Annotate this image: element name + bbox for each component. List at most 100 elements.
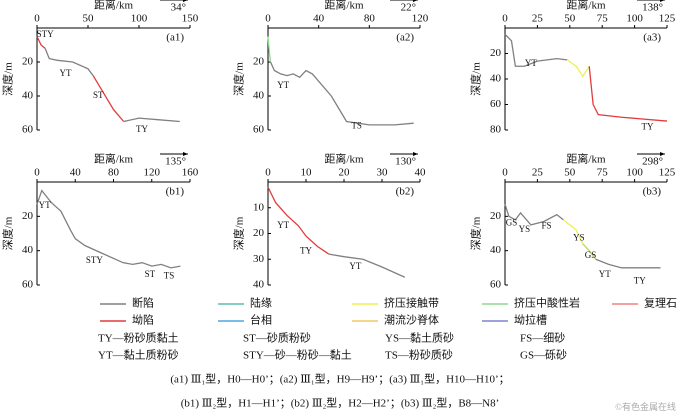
x-tick-label: 0 bbox=[265, 167, 271, 179]
x-tick-label: 75 bbox=[597, 167, 609, 179]
x-axis-label: 距离/km bbox=[566, 0, 606, 12]
y-tick-label: 20 bbox=[22, 210, 34, 222]
segment-label: YT bbox=[525, 58, 537, 68]
y-tick-label: 40 bbox=[490, 244, 502, 256]
abbreviation: STY—砂—粉砂—黏土 bbox=[243, 348, 352, 362]
x-tick-label: 50 bbox=[564, 167, 576, 179]
x-tick-label: 50 bbox=[83, 13, 95, 25]
direction: 34° bbox=[171, 2, 186, 14]
legend-label: 坳拉槽 bbox=[514, 313, 547, 327]
x-axis-label: 距离/km bbox=[324, 0, 364, 12]
y-tick-label: 30 bbox=[253, 253, 265, 265]
profile-line bbox=[36, 189, 181, 269]
legend-label: 复理石 bbox=[644, 296, 677, 310]
legend-label: 陆缘 bbox=[250, 296, 272, 310]
x-tick-label: 40 bbox=[415, 167, 427, 179]
x-tick-label: 50 bbox=[564, 13, 576, 25]
x-tick-label: 80 bbox=[108, 167, 120, 179]
direction: 130° bbox=[395, 156, 416, 168]
y-axis-label: 深度/m bbox=[469, 216, 483, 250]
y-tick-label: 40 bbox=[253, 90, 265, 102]
legend-label: 潮流沙脊体 bbox=[384, 313, 439, 327]
x-tick-label: 0 bbox=[265, 13, 271, 25]
panel-label: (b3) bbox=[643, 186, 662, 198]
profile-line bbox=[267, 36, 272, 63]
legend-label: 挤压中酸性岩 bbox=[514, 296, 580, 310]
x-tick-label: 150 bbox=[182, 13, 199, 25]
abbreviation: YS—黏土质砂 bbox=[385, 331, 454, 345]
x-tick-label: 100 bbox=[131, 13, 148, 25]
y-axis-label: 深度/m bbox=[1, 62, 15, 96]
y-axis-label: 深度/m bbox=[1, 216, 15, 250]
segment-label: STY bbox=[86, 255, 104, 265]
segment-label: TY bbox=[136, 124, 148, 134]
y-tick-label: 60 bbox=[22, 124, 34, 136]
abbreviation: GS—砾砂 bbox=[520, 349, 567, 362]
y-tick-label: 80 bbox=[490, 124, 502, 136]
x-tick-label: 120 bbox=[144, 167, 161, 179]
y-tick-label: 40 bbox=[490, 73, 502, 85]
x-tick-label: 0 bbox=[502, 167, 508, 179]
x-tick-label: 25 bbox=[532, 167, 544, 179]
segment-label: YT bbox=[277, 220, 289, 230]
y-tick-label: 60 bbox=[22, 279, 34, 291]
x-tick-label: 75 bbox=[597, 13, 609, 25]
x-tick-label: 40 bbox=[70, 167, 82, 179]
profile-line bbox=[504, 204, 564, 226]
x-tick-label: 125 bbox=[659, 13, 676, 25]
x-axis-label: 距离/km bbox=[94, 152, 134, 166]
profile-line bbox=[44, 48, 94, 76]
direction-arrowhead bbox=[660, 0, 665, 2]
x-axis-label: 距离/km bbox=[324, 152, 364, 166]
direction-arrowhead bbox=[413, 0, 418, 2]
y-tick-label: 20 bbox=[253, 227, 265, 239]
x-tick-label: 0 bbox=[502, 13, 508, 25]
profile-line bbox=[328, 253, 406, 278]
x-tick-label: 100 bbox=[626, 167, 643, 179]
x-tick-label: 125 bbox=[659, 167, 676, 179]
segment-label: YT bbox=[60, 68, 72, 78]
x-axis-label: 距离/km bbox=[566, 152, 606, 166]
profile-line bbox=[504, 33, 568, 67]
panel-label: (a2) bbox=[396, 32, 414, 44]
y-axis-label: 深度/m bbox=[469, 62, 483, 96]
y-tick-label: 20 bbox=[490, 210, 502, 222]
profile-line bbox=[267, 186, 330, 255]
panel-label: (b1) bbox=[166, 186, 185, 198]
profile-line bbox=[566, 59, 590, 78]
x-tick-label: 40 bbox=[313, 13, 325, 25]
profile-line bbox=[562, 219, 584, 245]
profile-line bbox=[582, 243, 597, 260]
direction: 298° bbox=[642, 156, 663, 168]
segment-label: TS bbox=[164, 270, 175, 280]
segment-label: YT bbox=[277, 80, 289, 90]
x-tick-label: 0 bbox=[34, 13, 40, 25]
y-axis-label: 深度/m bbox=[232, 62, 246, 96]
y-tick-label: 40 bbox=[253, 279, 265, 291]
segment-label: GS bbox=[585, 250, 597, 260]
segment-label: TY bbox=[300, 246, 312, 256]
panel-label: (b2) bbox=[396, 186, 415, 198]
segment-label: YT bbox=[599, 269, 611, 279]
direction: 138° bbox=[642, 2, 663, 14]
x-tick-label: 10 bbox=[301, 167, 313, 179]
profile-line bbox=[92, 75, 125, 122]
x-tick-label: 30 bbox=[377, 167, 389, 179]
legend-label: 挤压接触带 bbox=[384, 296, 439, 310]
watermark: ©有色金属在线 bbox=[615, 401, 676, 412]
y-tick-label: 20 bbox=[490, 47, 502, 59]
segment-label: GS bbox=[506, 217, 518, 227]
x-tick-label: 25 bbox=[532, 13, 544, 25]
segment-label: FS bbox=[541, 221, 551, 231]
segment-label: ST bbox=[145, 269, 156, 279]
segment-label: STY bbox=[37, 29, 55, 39]
direction: 22° bbox=[401, 2, 416, 14]
segment-label: TY bbox=[634, 276, 646, 286]
profile-line bbox=[595, 258, 661, 269]
y-tick-label: 60 bbox=[490, 279, 502, 291]
panel-label: (a3) bbox=[643, 32, 661, 44]
x-tick-label: 80 bbox=[364, 13, 376, 25]
segment-label: YS bbox=[573, 233, 585, 243]
direction-arrowhead bbox=[183, 152, 188, 156]
profile-line bbox=[269, 61, 414, 126]
